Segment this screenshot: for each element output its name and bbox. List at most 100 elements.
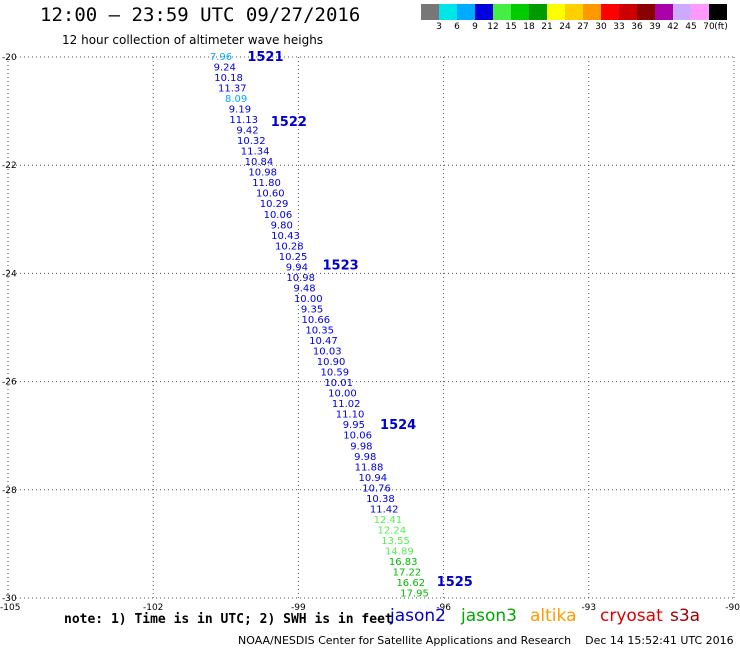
scale-label: 27 [577, 22, 589, 32]
legend-jason3: jason3 [461, 606, 517, 626]
scale-swatch [475, 4, 493, 20]
scale-label: 3 [436, 22, 442, 32]
swh-value: 10.43 [271, 231, 300, 242]
scale-label: 39 [649, 22, 661, 32]
scale-label: 9 [472, 22, 478, 32]
swh-value: 13.55 [381, 536, 410, 547]
swh-value: 11.37 [218, 83, 247, 94]
swh-value: 11.88 [355, 462, 384, 473]
y-tick-label: -20 [2, 53, 17, 63]
swh-value: 10.98 [286, 273, 315, 284]
swh-value: 11.80 [252, 178, 281, 189]
scale-label: 33 [613, 22, 625, 32]
x-tick-label: -102 [143, 603, 163, 613]
swh-value: 16.83 [389, 557, 418, 568]
pass-number: 1522 [271, 115, 307, 130]
scale-label: 12 [487, 22, 499, 32]
swh-value: 9.98 [354, 452, 376, 463]
scale-swatch [691, 4, 709, 20]
swh-value: 10.29 [260, 199, 289, 210]
swh-value: 10.59 [321, 368, 350, 379]
scale-swatch [601, 4, 619, 20]
swh-value: 8.09 [225, 94, 247, 105]
swh-value: 10.06 [343, 431, 372, 442]
swh-value: 10.06 [264, 210, 293, 221]
scale-swatch [439, 4, 457, 20]
scale-swatch [655, 4, 673, 20]
swh-value: 9.48 [293, 283, 315, 294]
x-tick-label: -99 [291, 603, 306, 613]
scale-swatch [709, 4, 727, 20]
pass-number: 1524 [380, 418, 416, 433]
y-tick-label: -28 [2, 486, 17, 496]
scale-label: 36 [631, 22, 643, 32]
swh-value: 10.84 [245, 157, 274, 168]
scale-swatch [529, 4, 547, 20]
note-text: note: 1) Time is in UTC; 2) SWH is in fe… [64, 612, 393, 627]
swh-value: 10.98 [248, 168, 277, 179]
scale-swatch [565, 4, 583, 20]
footer-org: NOAA/NESDIS Center for Satellite Applica… [238, 634, 572, 647]
swh-value: 10.47 [309, 336, 338, 347]
scale-swatch [421, 4, 439, 20]
swh-value: 9.24 [214, 62, 236, 73]
swh-value: 7.96 [210, 52, 232, 63]
legend-jason2: jason2 [390, 606, 446, 626]
scale-unit: (ft) [714, 22, 728, 32]
scale-label: 30 [595, 22, 607, 32]
swh-value: 9.19 [229, 105, 251, 116]
swh-value: 9.94 [286, 262, 308, 273]
swh-value: 10.03 [313, 347, 342, 358]
swh-value: 16.62 [396, 578, 425, 589]
y-tick-label: -30 [2, 594, 17, 604]
map-title: 12:00 — 23:59 UTC 09/27/2016 [40, 4, 361, 26]
footer: NOAA/NESDIS Center for Satellite Applica… [238, 634, 734, 647]
scale-swatch [619, 4, 637, 20]
scale-label: 42 [667, 22, 679, 32]
swh-value: 9.35 [301, 304, 323, 315]
footer-timestamp: Dec 14 15:52:41 UTC 2016 [585, 634, 734, 647]
swh-value: 17.22 [393, 568, 422, 579]
swh-value: 10.38 [366, 494, 395, 505]
scale-label: 18 [523, 22, 535, 32]
swh-value: 11.02 [332, 399, 361, 410]
swh-value: 10.66 [302, 315, 331, 326]
swh-value: 14.89 [385, 546, 414, 557]
swh-value: 11.42 [370, 504, 399, 515]
map-subtitle: 12 hour collection of altimeter wave hei… [62, 33, 324, 47]
x-tick-label: -105 [0, 603, 20, 613]
swh-value: 10.35 [305, 326, 334, 337]
scale-label: 15 [505, 22, 517, 32]
x-tick-label: -96 [436, 603, 451, 613]
pass-number: 1525 [437, 575, 473, 590]
x-tick-label: -93 [581, 603, 596, 613]
legend-altika: altika [530, 606, 577, 626]
swh-value: 11.13 [229, 115, 258, 126]
scale-swatch [493, 4, 511, 20]
swh-value: 10.76 [362, 483, 391, 494]
y-tick-label: -22 [2, 161, 17, 171]
scale-swatch [637, 4, 655, 20]
x-tick-label: -90 [725, 603, 740, 613]
scale-swatch [511, 4, 529, 20]
scale-label: 24 [559, 22, 571, 32]
scale-swatch [547, 4, 565, 20]
swh-value: 10.00 [328, 389, 357, 400]
swh-value: 12.24 [377, 525, 406, 536]
scale-label: 6 [454, 22, 460, 32]
swh-value: 10.32 [237, 136, 266, 147]
legend-cryosat: cryosat [600, 606, 663, 626]
swh-value: 17.95 [400, 589, 429, 600]
legend-s3a: s3a [670, 606, 701, 626]
swh-value: 11.34 [241, 147, 270, 158]
scale-label: 21 [541, 22, 553, 32]
swh-value: 9.42 [236, 126, 258, 137]
swh-value: 10.01 [324, 378, 353, 389]
swh-value: 10.25 [279, 252, 308, 263]
y-tick-label: -24 [2, 269, 17, 279]
swh-value: 12.41 [374, 515, 403, 526]
swh-value: 10.00 [294, 294, 323, 305]
swh-value: 10.90 [317, 357, 346, 368]
scale-label: 70 [703, 22, 715, 32]
